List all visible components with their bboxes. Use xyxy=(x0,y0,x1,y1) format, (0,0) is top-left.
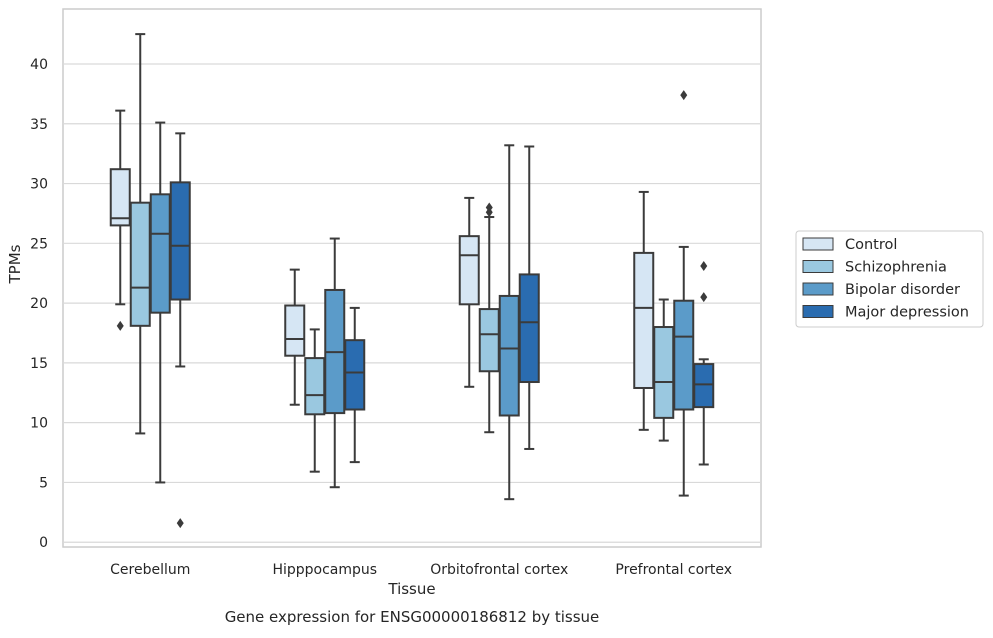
box-0-0 xyxy=(109,109,131,331)
box-0-1 xyxy=(284,268,306,406)
y-tick-label: 35 xyxy=(30,117,48,133)
iqr-box xyxy=(304,357,326,416)
x-tick-label: Hipppocampus xyxy=(272,562,377,578)
iqr-box xyxy=(673,299,695,411)
y-tick-label: 15 xyxy=(30,356,48,372)
y-tick-label: 20 xyxy=(30,296,48,312)
x-tick-label: Orbitofrontal cortex xyxy=(430,562,568,578)
outlier-point xyxy=(700,261,708,272)
outlier-point xyxy=(700,292,708,303)
iqr-box xyxy=(169,181,191,301)
box-2-3 xyxy=(673,90,695,497)
box-1-3 xyxy=(653,298,675,442)
box-3-2 xyxy=(518,145,540,450)
legend-label: Major depression xyxy=(845,305,969,321)
y-tick-label: 30 xyxy=(30,177,48,193)
legend: Control Schizophrenia Bipolar disorder Majo… xyxy=(795,230,984,328)
iqr-box xyxy=(149,193,171,314)
iqr-box xyxy=(518,273,540,384)
chart-caption: Gene expression for ENSG00000186812 by t… xyxy=(225,608,600,626)
legend-label: Bipolar disorder xyxy=(845,282,960,298)
box-3-1 xyxy=(344,306,366,464)
box-1-2 xyxy=(478,202,500,434)
legend-swatch xyxy=(802,305,834,318)
iqr-box xyxy=(653,326,675,419)
box-0-2 xyxy=(458,196,480,388)
box-2-1 xyxy=(324,237,346,489)
x-tick-label: Prefrontal cortex xyxy=(615,562,732,578)
legend-swatch xyxy=(802,237,834,251)
x-tick-label: Cerebellum xyxy=(110,562,190,578)
legend-swatch xyxy=(802,282,834,296)
outlier-point xyxy=(116,320,124,331)
y-tick-label: 25 xyxy=(30,236,48,252)
legend-label: Control xyxy=(845,237,897,253)
iqr-box xyxy=(498,294,520,417)
y-tick-label: 40 xyxy=(30,57,48,73)
x-axis-ticks: Cerebellum Hipppocampus Orbitofrontal cort… xyxy=(110,562,732,578)
outlier-point xyxy=(176,518,184,529)
y-tick-label: 5 xyxy=(39,475,48,491)
iqr-box xyxy=(633,251,655,389)
outlier-point xyxy=(485,202,493,213)
y-tick-label: 0 xyxy=(39,535,48,551)
iqr-box xyxy=(693,363,715,409)
box-3-3 xyxy=(693,261,715,466)
iqr-box xyxy=(129,201,151,327)
box-2-0 xyxy=(149,121,171,484)
box-1-0 xyxy=(129,33,151,435)
box-0-3 xyxy=(633,190,655,431)
iqr-box xyxy=(458,235,480,306)
iqr-box xyxy=(284,304,306,357)
legend-label: Schizophrenia xyxy=(845,260,947,276)
legend-frame xyxy=(795,230,984,328)
iqr-box xyxy=(478,308,500,373)
box-3-0 xyxy=(169,132,191,529)
x-axis-label: Tissue xyxy=(387,580,435,598)
y-axis-label: TPMs xyxy=(6,244,24,284)
y-tick-label: 10 xyxy=(30,416,48,432)
iqr-box xyxy=(344,339,366,411)
outlier-point xyxy=(680,90,688,101)
y-axis-ticks: 0 5 10 15 20 25 30 35 40 xyxy=(30,57,48,551)
legend-swatch xyxy=(802,260,834,273)
iqr-box xyxy=(109,168,131,227)
box-groups xyxy=(109,33,715,529)
